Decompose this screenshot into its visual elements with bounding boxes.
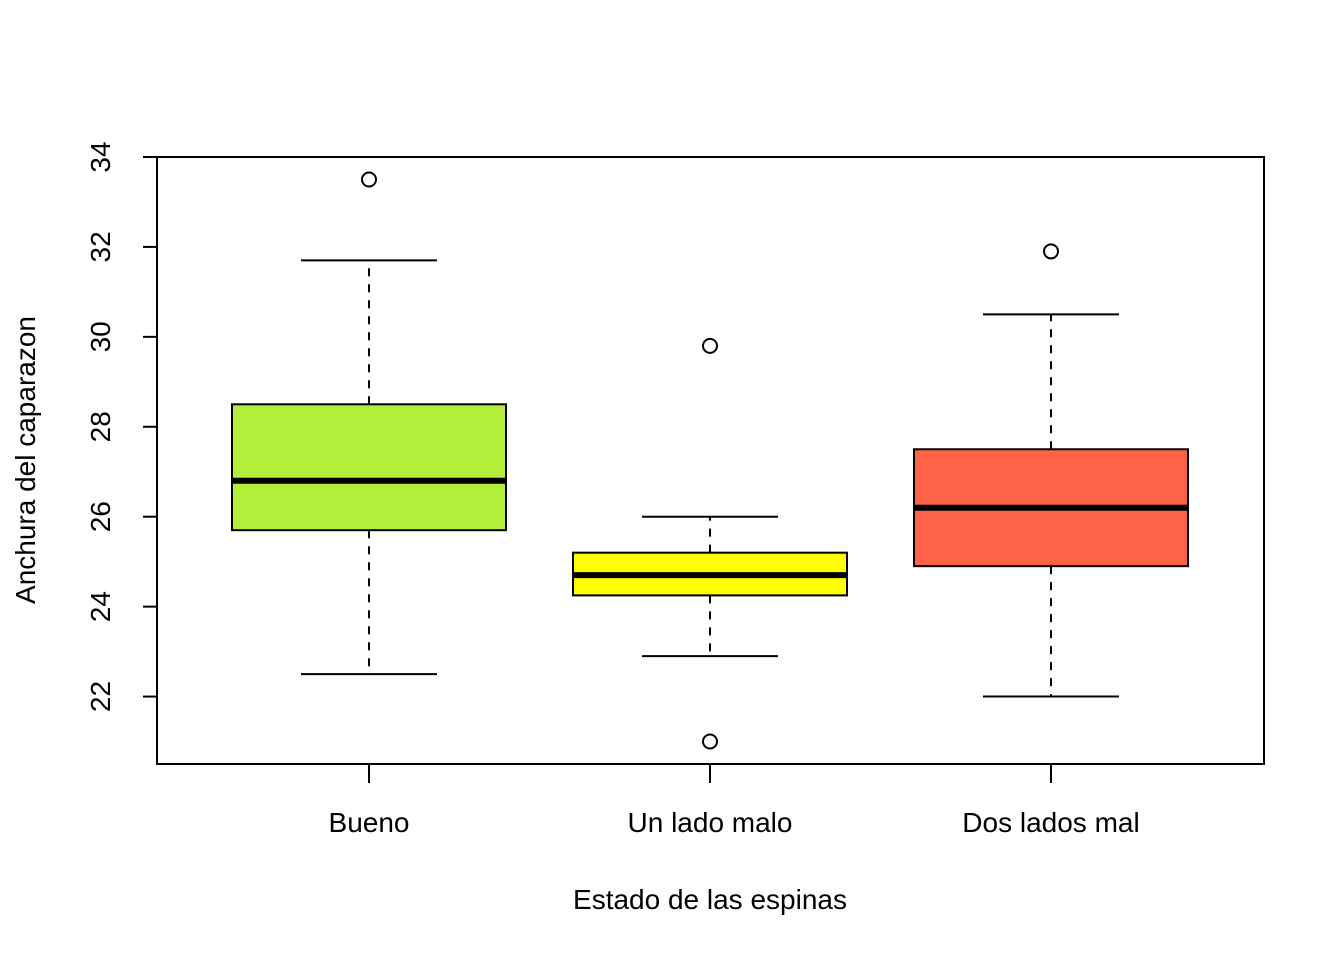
y-tick-label: 30 — [85, 321, 116, 352]
x-axis: Bueno Un lado malo Dos lados mal — [329, 764, 1140, 838]
box-un-lado-malo — [572, 337, 848, 750]
y-axis-title: Anchura del caparazon — [10, 316, 41, 604]
outlier-point — [702, 337, 718, 354]
x-tick-label: Bueno — [329, 807, 410, 838]
outlier-point — [1043, 243, 1059, 260]
y-axis: 22 24 26 28 30 32 34 — [85, 141, 158, 712]
x-tick-label: Un lado malo — [628, 807, 793, 838]
y-tick-label: 28 — [85, 411, 116, 442]
y-tick-label: 22 — [85, 681, 116, 712]
box-series — [231, 171, 1189, 750]
x-tick-label: Dos lados mal — [962, 807, 1139, 838]
outlier-point — [702, 733, 718, 750]
box-bueno — [231, 171, 507, 676]
y-tick-label: 24 — [85, 591, 116, 622]
x-axis-title: Estado de las espinas — [573, 884, 847, 915]
y-tick-label: 34 — [85, 141, 116, 172]
y-tick-label: 26 — [85, 501, 116, 532]
iqr-box — [231, 403, 507, 532]
outlier-point — [361, 171, 377, 188]
y-tick-label: 32 — [85, 231, 116, 262]
box-dos-lados-mal — [913, 243, 1189, 698]
